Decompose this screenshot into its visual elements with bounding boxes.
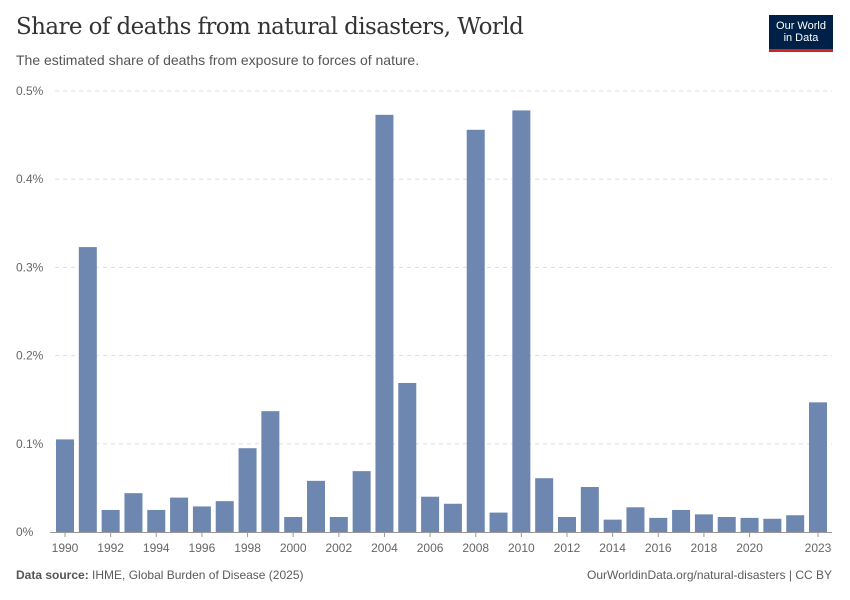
x-tick-label: 1990 [52, 541, 79, 555]
x-tick-label: 2012 [554, 541, 581, 555]
bar-2022 [786, 515, 805, 532]
y-tick-label: 0.2% [16, 349, 44, 363]
bar-2009 [489, 512, 508, 532]
logo-line-1: Our World [776, 20, 826, 32]
logo-line-2: in Data [783, 32, 819, 44]
bar-2013 [580, 487, 599, 532]
x-tick-label: 2002 [325, 541, 352, 555]
bar-2007 [443, 503, 462, 532]
bar-1995 [170, 497, 189, 532]
bar-2012 [558, 517, 576, 532]
bar-2004 [375, 114, 394, 533]
data-source-label: Data source: [16, 568, 89, 582]
owid-logo[interactable]: Our World in Data [769, 15, 833, 52]
x-tick-label: 1994 [143, 541, 170, 555]
chart-title: Share of deaths from natural disasters, … [16, 14, 524, 40]
bar-1998 [238, 448, 257, 532]
bar-2021 [763, 518, 782, 532]
bar-1991 [78, 247, 97, 532]
x-tick-label: 2008 [462, 541, 489, 555]
y-tick-label: 0% [16, 525, 34, 539]
bar-1990 [56, 439, 74, 532]
x-tick-label: 1996 [189, 541, 216, 555]
data-source: Data source: IHME, Global Burden of Dise… [16, 568, 303, 582]
bar-2014 [603, 519, 622, 532]
x-tick-label: 2000 [280, 541, 307, 555]
x-tick-label: 1998 [234, 541, 261, 555]
bar-2015 [626, 507, 645, 532]
bar-2002 [329, 517, 348, 532]
bar-2020 [740, 517, 759, 532]
y-tick-label: 0.1% [16, 437, 44, 451]
bar-2005 [398, 382, 417, 532]
bar-2016 [649, 517, 668, 532]
bar-1996 [192, 506, 211, 532]
chart-subtitle: The estimated share of deaths from expos… [16, 52, 420, 68]
bar-2019 [717, 517, 736, 532]
bar-2011 [535, 478, 554, 532]
bar-1994 [147, 509, 166, 532]
bar-2023 [809, 402, 827, 532]
source-url[interactable]: OurWorldinData.org/natural-disasters | C… [587, 568, 832, 582]
bar-2017 [672, 509, 691, 532]
bar-2001 [307, 480, 325, 532]
y-tick-label: 0.5% [16, 84, 44, 98]
y-tick-label: 0.3% [16, 260, 44, 274]
x-tick-label: 2014 [599, 541, 626, 555]
y-tick-label: 0.4% [16, 172, 44, 186]
bar-2008 [466, 129, 485, 533]
bar-1992 [101, 509, 120, 532]
x-tick-label: 2004 [371, 541, 398, 555]
bar-2000 [284, 517, 303, 532]
x-tick-label: 2006 [417, 541, 444, 555]
bar-2018 [694, 514, 713, 532]
bar-2006 [421, 496, 440, 532]
bar-1993 [124, 493, 143, 532]
bar-1999 [261, 411, 280, 532]
bar-1997 [215, 501, 234, 532]
x-tick-label: 1992 [97, 541, 124, 555]
x-tick-label: 2023 [805, 541, 832, 555]
data-source-text: IHME, Global Burden of Disease (2025) [92, 568, 304, 582]
x-tick-label: 2020 [736, 541, 763, 555]
x-tick-label: 2010 [508, 541, 535, 555]
bar-2003 [352, 471, 371, 532]
x-tick-label: 2018 [691, 541, 718, 555]
x-tick-label: 2016 [645, 541, 672, 555]
bar-2010 [512, 110, 531, 533]
